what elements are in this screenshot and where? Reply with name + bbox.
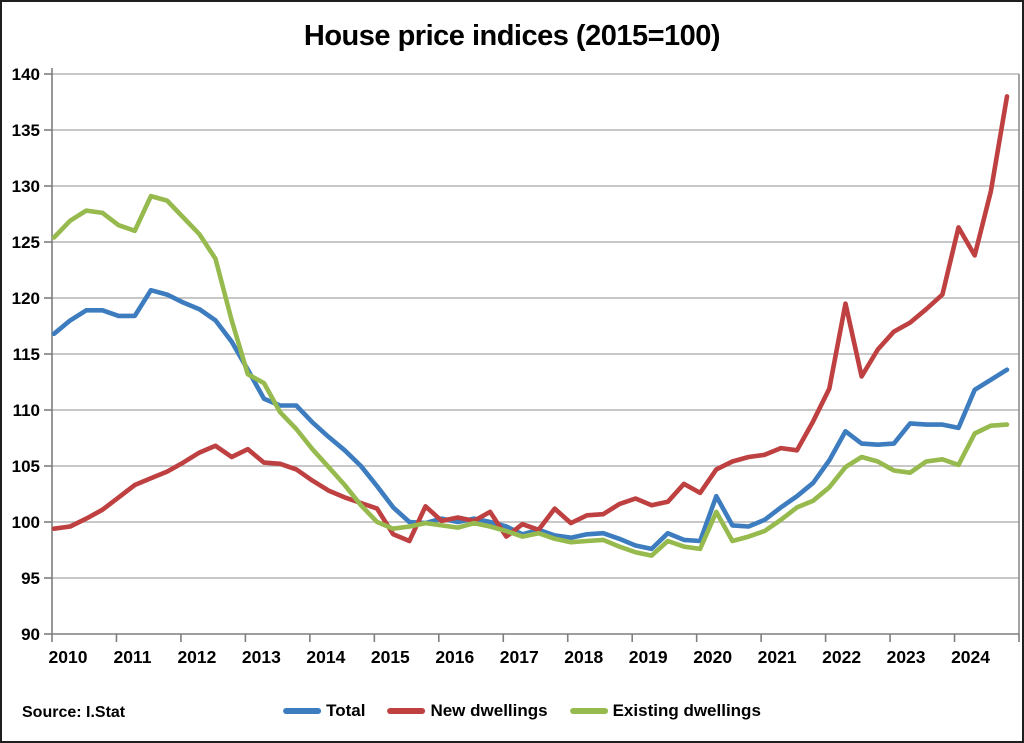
legend-label-existing-dwellings: Existing dwellings	[612, 701, 761, 720]
x-axis-label: 2024	[951, 647, 990, 667]
x-axis-label: 2021	[758, 647, 797, 667]
series-line-existing-dwellings	[51, 193, 1010, 558]
series-line-new-dwellings	[51, 94, 1010, 544]
legend-item-total: Total	[283, 701, 365, 721]
y-axis-label: 125	[12, 233, 40, 252]
x-axis-label: 2020	[693, 647, 732, 667]
legend-swatch-new-dwellings	[387, 708, 426, 714]
x-axis-label: 2010	[49, 647, 88, 667]
x-axis-label: 2017	[500, 647, 539, 667]
y-axis-label: 130	[12, 177, 40, 196]
x-axis-label: 2012	[177, 647, 216, 667]
legend-item-existing-dwellings: Existing dwellings	[569, 701, 761, 721]
legend-label-total: Total	[326, 701, 366, 720]
x-axis-label: 2016	[435, 647, 474, 667]
y-axis-label: 95	[21, 569, 40, 588]
y-axis-label: 110	[13, 401, 40, 420]
y-axis-label: 140	[12, 65, 40, 84]
x-axis-label: 2013	[242, 647, 281, 667]
x-axis-label: 2015	[371, 647, 410, 667]
chart-title: House price indices (2015=100)	[303, 20, 721, 52]
y-axis-label: 135	[12, 121, 40, 140]
x-axis-label: 2019	[629, 647, 668, 667]
legend-label-new-dwellings: New dwellings	[430, 701, 548, 720]
y-axis-label: 115	[13, 345, 40, 364]
legend-item-new-dwellings: New dwellings	[387, 701, 548, 721]
legend-swatch-existing-dwellings	[569, 708, 608, 714]
y-axis-label: 100	[12, 513, 40, 532]
legend-swatch-total	[283, 708, 322, 714]
series-line-total	[51, 287, 1010, 552]
y-axis-label: 120	[12, 289, 40, 308]
y-axis-label: 105	[12, 457, 40, 476]
x-axis-label: 2022	[822, 647, 861, 667]
x-axis-label: 2011	[113, 647, 151, 667]
x-axis-label: 2014	[306, 647, 345, 667]
source-label: Source: I.Stat	[22, 704, 126, 721]
x-axis-label: 2018	[564, 647, 603, 667]
chart-legend: Total New dwellings Existing dwellings	[272, 701, 772, 721]
y-axis-label: 90	[21, 625, 40, 644]
x-axis-label: 2023	[887, 647, 926, 667]
chart-footer: Source: I.Stat Total New dwellings Existin…	[2, 701, 1022, 731]
